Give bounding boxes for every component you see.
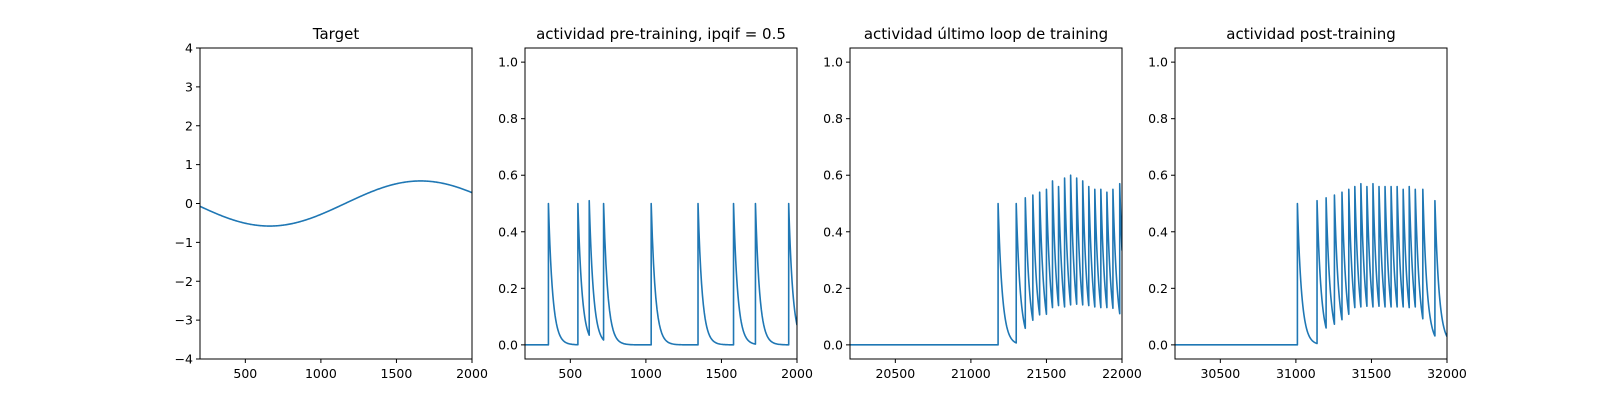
panel-4-axes-frame xyxy=(1174,47,1448,360)
panel-2-series-1-line xyxy=(525,199,797,346)
panel-3-ytick-label: 1.0 xyxy=(823,55,843,70)
panel-2-title: actividad pre-training, ipqif = 0.5 xyxy=(536,25,786,43)
panel-2-axes-frame xyxy=(524,47,798,360)
panel-1-xtick-label: 1500 xyxy=(381,366,413,381)
panel-3-ytick-label: 0.4 xyxy=(823,224,843,239)
panel-4-xtick-label: 31500 xyxy=(1352,366,1392,381)
panel-3-title: actividad último loop de training xyxy=(864,25,1108,43)
panel-1-title: Target xyxy=(312,25,360,43)
panel-1-ytick-label: −4 xyxy=(175,352,193,367)
panel-1-ytick-label: −2 xyxy=(175,274,193,289)
panel-3-ytick-label: 0.8 xyxy=(823,111,843,126)
panel-2-ytick-label: 1.0 xyxy=(498,55,518,70)
panel-1-ytick-label: 2 xyxy=(185,118,193,133)
panel-4: 30500 31000 31500 32000 0.0 0.2 0.4 0.6 0.8 1.0 ac… xyxy=(1148,25,1467,381)
panel-2-xtick-label: 1000 xyxy=(630,366,662,381)
panel-4-xtick-label: 30500 xyxy=(1200,366,1240,381)
panel-2-ytick-label: 0.0 xyxy=(498,337,518,352)
panel-1-xtick-label: 2000 xyxy=(456,366,488,381)
panel-1-ytick-label: 0 xyxy=(185,196,193,211)
panel-4-xtick-label: 31000 xyxy=(1276,366,1316,381)
panel-3-ytick-label: 0.2 xyxy=(823,281,843,296)
panel-3-ytick-label: 0.6 xyxy=(823,168,843,183)
panel-1-ytick-label: −1 xyxy=(175,235,193,250)
panel-4-ytick-label: 0.8 xyxy=(1148,111,1168,126)
panel-3-series-1-line xyxy=(850,174,1122,346)
panel-1-ytick-label: 3 xyxy=(185,79,193,94)
panel-4-series-1-line xyxy=(1175,182,1447,346)
panel-2-ytick-label: 0.2 xyxy=(498,281,518,296)
panel-4-xtick-label: 32000 xyxy=(1427,366,1467,381)
panel-1-series-1-line xyxy=(200,180,472,227)
panel-1-xtick-label: 500 xyxy=(233,366,257,381)
panel-3-xtick-label: 20500 xyxy=(875,366,915,381)
panel-3-xtick-label: 21000 xyxy=(951,366,991,381)
panel-2-ytick-label: 0.4 xyxy=(498,224,518,239)
panel-3-axes-frame xyxy=(849,47,1123,360)
panel-2-xtick-label: 1500 xyxy=(706,366,738,381)
panel-4-ytick-label: 0.0 xyxy=(1148,337,1168,352)
panel-4-ytick-label: 0.4 xyxy=(1148,224,1168,239)
panel-1-xtick-label: 1000 xyxy=(305,366,337,381)
panel-1-ytick-label: 1 xyxy=(185,157,193,172)
panel-4-ytick-label: 0.6 xyxy=(1148,168,1168,183)
panel-3: 20500 21000 21500 22000 0.0 0.2 0.4 0.6 0.8 1.0 ac… xyxy=(823,25,1142,381)
panel-2: 500 1000 1500 2000 0.0 0.2 0.4 0.6 0.8 1.0 activid… xyxy=(498,25,813,381)
panel-1-ytick-label: 4 xyxy=(185,41,193,56)
panel-2-ytick-label: 0.8 xyxy=(498,111,518,126)
panel-3-xtick-label: 22000 xyxy=(1102,366,1142,381)
panel-1-ytick-label: −3 xyxy=(175,313,193,328)
panel-1: 500 1000 1500 2000 −4 −3 −2 −1 0 1 2 3 4 Target xyxy=(175,25,488,381)
panel-3-xtick-label: 21500 xyxy=(1027,366,1067,381)
panel-4-ytick-label: 0.2 xyxy=(1148,281,1168,296)
panel-3-ytick-label: 0.0 xyxy=(823,337,843,352)
panel-2-xtick-label: 500 xyxy=(558,366,582,381)
panel-4-ytick-label: 1.0 xyxy=(1148,55,1168,70)
panel-4-title: actividad post-training xyxy=(1226,25,1395,43)
panel-2-ytick-label: 0.6 xyxy=(498,168,518,183)
panel-2-xtick-label: 2000 xyxy=(781,366,813,381)
